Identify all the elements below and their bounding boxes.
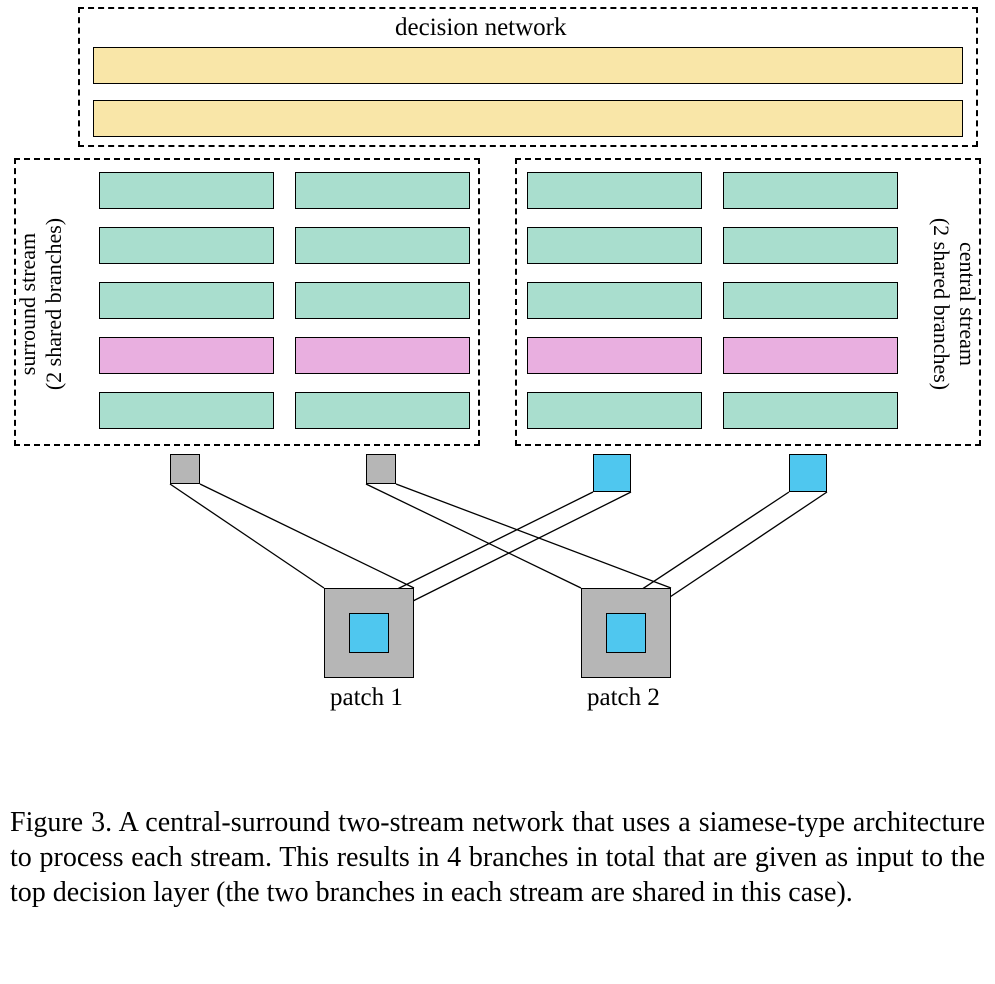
patch-1-label: patch 1 — [330, 684, 403, 712]
central-branch-1-layer-1 — [723, 227, 898, 264]
decision-layer-1 — [93, 100, 963, 137]
central-stream-sublabel: (2 shared branches) — [928, 154, 954, 454]
central-crop-1 — [593, 454, 631, 492]
central-branch-0-layer-3 — [527, 337, 702, 374]
architecture-diagram: decision network surround stream (2 shar… — [0, 0, 995, 720]
surround-crop-1 — [170, 454, 200, 484]
central-branch-1-layer-4 — [723, 392, 898, 429]
patch-2-label: patch 2 — [587, 684, 660, 712]
surround-branch-0-layer-3 — [99, 337, 274, 374]
patch-1-inner — [349, 613, 389, 653]
central-branch-0-layer-4 — [527, 392, 702, 429]
central-branch-0-layer-0 — [527, 172, 702, 209]
surround-branch-1-layer-3 — [295, 337, 470, 374]
surround-branch-1-layer-0 — [295, 172, 470, 209]
central-crop-2 — [789, 454, 827, 492]
decision-layer-0 — [93, 47, 963, 84]
surround-branch-1-layer-1 — [295, 227, 470, 264]
surround-crop-2 — [366, 454, 396, 484]
central-branch-1-layer-0 — [723, 172, 898, 209]
decision-network-title: decision network — [395, 14, 566, 42]
surround-stream-label: surround stream — [15, 154, 41, 454]
central-branch-0-layer-2 — [527, 282, 702, 319]
central-branch-1-layer-2 — [723, 282, 898, 319]
patch-2-inner — [606, 613, 646, 653]
surround-branch-1-layer-4 — [295, 392, 470, 429]
surround-branch-0-layer-4 — [99, 392, 274, 429]
central-stream-label: central stream — [954, 154, 980, 454]
surround-branch-0-layer-2 — [99, 282, 274, 319]
surround-branch-0-layer-1 — [99, 227, 274, 264]
surround-branch-1-layer-2 — [295, 282, 470, 319]
surround-branch-0-layer-0 — [99, 172, 274, 209]
central-branch-0-layer-1 — [527, 227, 702, 264]
figure-caption: Figure 3. A central-surround two-stream … — [10, 805, 985, 910]
surround-stream-sublabel: (2 shared branches) — [41, 154, 67, 454]
central-branch-1-layer-3 — [723, 337, 898, 374]
